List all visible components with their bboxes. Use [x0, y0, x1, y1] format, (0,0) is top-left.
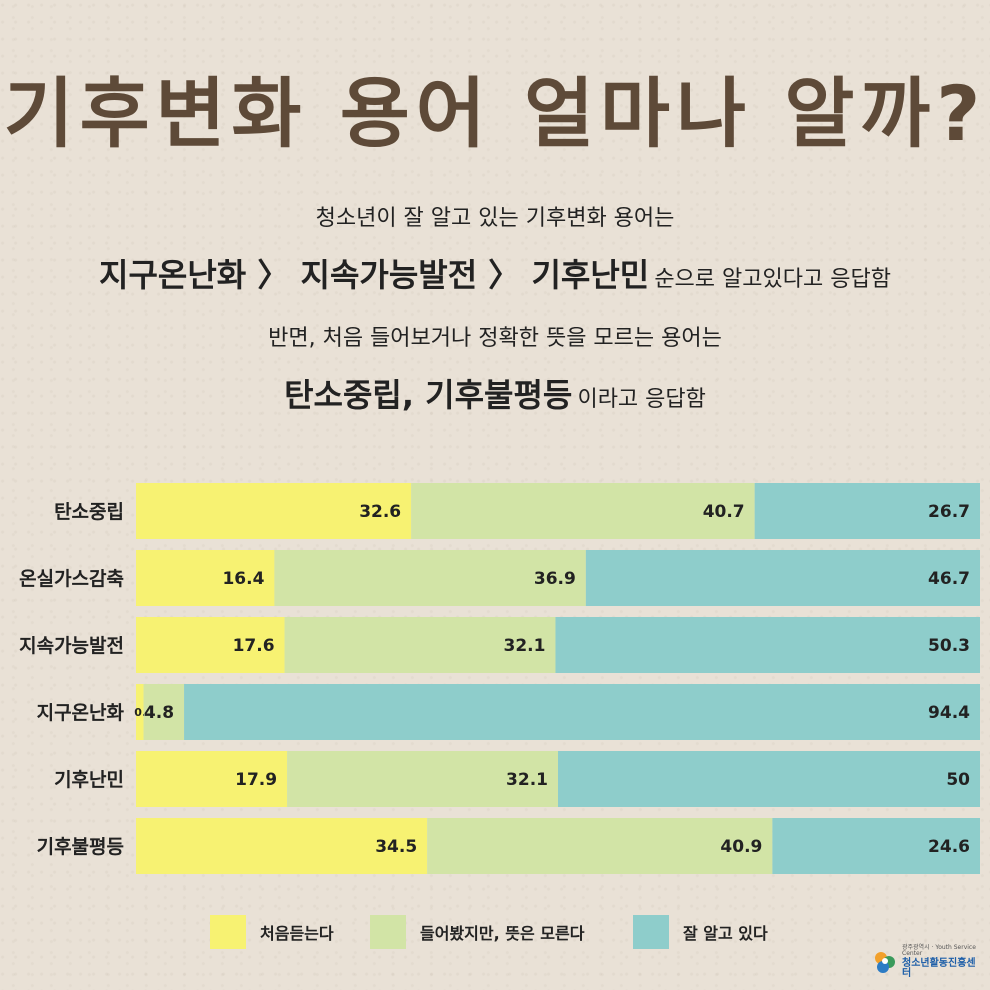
summary-highlight-unknown: 탄소중립, 기후불평등	[284, 376, 573, 414]
bar-segment-heard-not-know	[427, 818, 773, 874]
bar-segment-know-well	[558, 751, 980, 807]
bar-segment-heard-not-know	[284, 617, 556, 673]
legend-label-first-time: 처음듣는다	[260, 924, 334, 943]
bar-value-label: 32.1	[504, 636, 546, 656]
bar-segment-know-well	[754, 483, 980, 539]
bar-segment-heard-not-know	[287, 751, 558, 807]
bar-value-label: 32.6	[359, 502, 401, 522]
category-label: 지구온난화	[37, 702, 125, 724]
summary-tail-unknown: 이라고 응답함	[577, 387, 706, 412]
bar-segment-know-well	[184, 684, 980, 740]
bar-segment-first-time	[136, 818, 428, 874]
category-label: 지속가능발전	[19, 635, 124, 657]
page-title: 기후변화 용어 얼마나 알까?	[3, 69, 987, 158]
summary-line-1: 청소년이 잘 알고 있는 기후변화 용어는	[315, 206, 675, 231]
logo-title: 청소년활동진흥센터	[902, 958, 976, 979]
organization-logo: 광주광역시 · Youth Service Center 청소년활동진흥센터	[872, 944, 982, 980]
bar-value-label: 17.9	[235, 770, 277, 790]
legend-swatch-first-time	[210, 915, 246, 949]
bar-value-label: 94.4	[928, 703, 970, 723]
legend-swatch-know-well	[633, 915, 669, 949]
category-label: 기후불평등	[37, 836, 124, 858]
bar-segment-know-well	[555, 617, 980, 673]
legend-item-know-well: 잘 알고 있다	[633, 915, 768, 949]
bar-segment-first-time	[136, 483, 412, 539]
summary-line-3: 반면, 처음 들어보거나 정확한 뜻을 모르는 용어는	[268, 326, 722, 351]
summary-line-2: 지구온난화 〉 지속가능발전 〉 기후난민 순으로 알고있다고 응답함	[0, 250, 990, 296]
bar-value-label: 40.9	[720, 837, 762, 857]
logo-mark-icon	[872, 949, 898, 975]
legend-item-first-time: 처음듣는다	[210, 915, 334, 949]
bar-value-label: 36.9	[534, 569, 576, 589]
summary-line-4: 탄소중립, 기후불평등 이라고 응답함	[0, 370, 990, 416]
bar-value-label: 16.4	[222, 569, 264, 589]
bar-value-label: 32.1	[506, 770, 548, 790]
legend-label-know-well: 잘 알고 있다	[683, 924, 768, 943]
bar-value-label: 50	[946, 770, 970, 790]
bar-value-label: 40.7	[703, 502, 745, 522]
bar-value-label: 46.7	[928, 569, 970, 589]
bar-segment-know-well	[772, 818, 980, 874]
bar-segment-heard-not-know	[411, 483, 755, 539]
bar-segment-know-well	[585, 550, 980, 606]
legend-item-heard-not-know: 들어봤지만, 뜻은 모른다	[370, 915, 584, 949]
bar-value-label: 24.6	[928, 837, 970, 857]
category-label: 탄소중립	[54, 501, 124, 523]
stacked-bar-chart: 탄소중립 32.6 40.7 26.7 온실가스감축 16.4 36.9 46.7 지속가능발전…	[19, 483, 980, 874]
bar-value-label: 50.3	[928, 636, 970, 656]
legend-label-heard-not-know: 들어봤지만, 뜻은 모른다	[420, 924, 585, 943]
category-label: 기후난민	[54, 769, 124, 791]
bar-segment-first-time	[136, 617, 285, 673]
bar-value-label: 17.6	[233, 636, 275, 656]
legend-swatch-heard-not-know	[370, 915, 406, 949]
bar-value-label: 4.8	[144, 703, 174, 723]
bar-segment-heard-not-know	[274, 550, 586, 606]
bar-segment-first-time	[136, 550, 275, 606]
summary-tail-known: 순으로 알고있다고 응답함	[654, 267, 891, 292]
bar-segment-heard-not-know	[143, 684, 185, 740]
bar-segment-first-time	[136, 751, 288, 807]
bar-segment-first-time	[136, 684, 144, 740]
summary-highlight-known: 지구온난화 〉 지속가능발전 〉 기후난민	[99, 256, 650, 294]
logo-subtitle: 광주광역시 · Youth Service Center	[902, 944, 976, 957]
bar-value-label: 26.7	[928, 502, 970, 522]
bar-value-label: 34.5	[375, 837, 417, 857]
category-label: 온실가스감축	[19, 568, 124, 590]
